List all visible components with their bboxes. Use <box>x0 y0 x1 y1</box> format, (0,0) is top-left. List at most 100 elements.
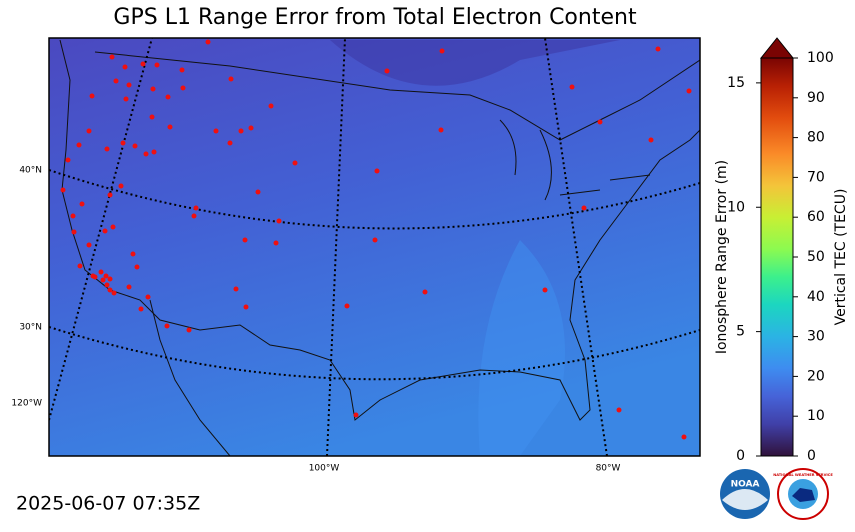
station <box>228 76 234 82</box>
station <box>273 240 279 246</box>
logo-text: NOAA <box>731 480 760 490</box>
tick-label: 70 <box>807 169 825 185</box>
coastline <box>59 39 700 421</box>
station <box>648 137 654 143</box>
station <box>140 61 146 67</box>
tick-label: 10 <box>807 408 825 424</box>
lat-label: 30°N <box>19 323 42 333</box>
station <box>233 286 239 292</box>
station <box>374 168 380 174</box>
station <box>79 201 85 207</box>
station <box>276 218 282 224</box>
station <box>138 306 144 312</box>
timestamp: 2025-06-07 07:35Z <box>16 493 200 515</box>
station <box>86 242 92 248</box>
station <box>126 82 132 88</box>
station <box>113 78 119 84</box>
lon-label: 80°W <box>596 464 621 474</box>
station <box>100 277 106 283</box>
tec-contour <box>478 240 565 456</box>
station <box>569 84 575 90</box>
station <box>372 237 378 243</box>
station <box>70 213 76 219</box>
station <box>122 64 128 70</box>
lon-label: 100°W <box>309 464 340 474</box>
tick-label: 90 <box>807 90 825 106</box>
logo-text: NATIONAL WEATHER SERVICE <box>773 473 833 477</box>
border <box>94 51 700 141</box>
station <box>107 276 113 282</box>
station <box>134 264 140 270</box>
station <box>149 114 155 120</box>
tick-label: 80 <box>807 130 825 146</box>
station <box>132 143 138 149</box>
station <box>111 290 117 296</box>
station <box>167 124 173 130</box>
nws-logo: NATIONAL WEATHER SERVICE <box>773 468 833 520</box>
station <box>193 205 199 211</box>
station <box>686 88 692 94</box>
station <box>150 86 156 92</box>
station <box>205 39 211 45</box>
station <box>98 269 104 275</box>
graticule <box>544 38 608 456</box>
station <box>92 274 98 280</box>
station <box>103 273 109 279</box>
station <box>438 127 444 133</box>
station <box>86 128 92 134</box>
station <box>248 125 254 131</box>
station <box>165 94 171 100</box>
graticule <box>49 169 700 230</box>
station <box>655 46 661 52</box>
station <box>60 187 66 193</box>
station <box>255 189 261 195</box>
station <box>130 251 136 257</box>
station <box>123 96 129 102</box>
station <box>238 128 244 134</box>
station <box>353 412 359 418</box>
station <box>191 213 197 219</box>
station <box>681 434 687 440</box>
noaa-logo: NOAA <box>720 469 770 519</box>
station <box>77 263 83 269</box>
tick-label: 30 <box>807 329 825 345</box>
colorbar: 0 5 10 15 0 10 20 30 40 50 60 70 80 90 100 <box>727 37 834 464</box>
colorbar-label: Vertical TEC (TECU) <box>833 189 849 326</box>
station <box>71 229 77 235</box>
tick-label: 10 <box>727 199 745 215</box>
station <box>422 289 428 295</box>
tec-field <box>49 38 700 456</box>
station <box>268 103 274 109</box>
tick-label: 50 <box>807 249 825 265</box>
station <box>118 183 124 189</box>
lon-label: 120°W <box>11 399 42 409</box>
station <box>292 160 298 166</box>
tick-label: 0 <box>807 448 816 464</box>
station <box>110 224 116 230</box>
station <box>186 327 192 333</box>
station <box>542 287 548 293</box>
station <box>76 142 82 148</box>
tec-contour <box>330 40 620 86</box>
station <box>384 68 390 74</box>
tick-label: 20 <box>807 368 825 384</box>
coastline <box>149 299 231 456</box>
station <box>107 192 113 198</box>
station <box>89 93 95 99</box>
station <box>344 303 350 309</box>
map <box>49 38 700 456</box>
station <box>145 294 151 300</box>
station <box>104 282 110 288</box>
station <box>581 205 587 211</box>
title: GPS L1 Range Error from Total Electron C… <box>113 5 637 30</box>
station <box>616 407 622 413</box>
station <box>180 85 186 91</box>
station <box>126 284 132 290</box>
lakes <box>499 119 651 201</box>
stations <box>60 39 692 440</box>
station <box>179 67 185 73</box>
colorbar-label: Ionosphere Range Error (m) <box>714 160 730 354</box>
station <box>213 128 219 134</box>
tick-label: 0 <box>736 448 745 464</box>
station <box>65 157 71 163</box>
